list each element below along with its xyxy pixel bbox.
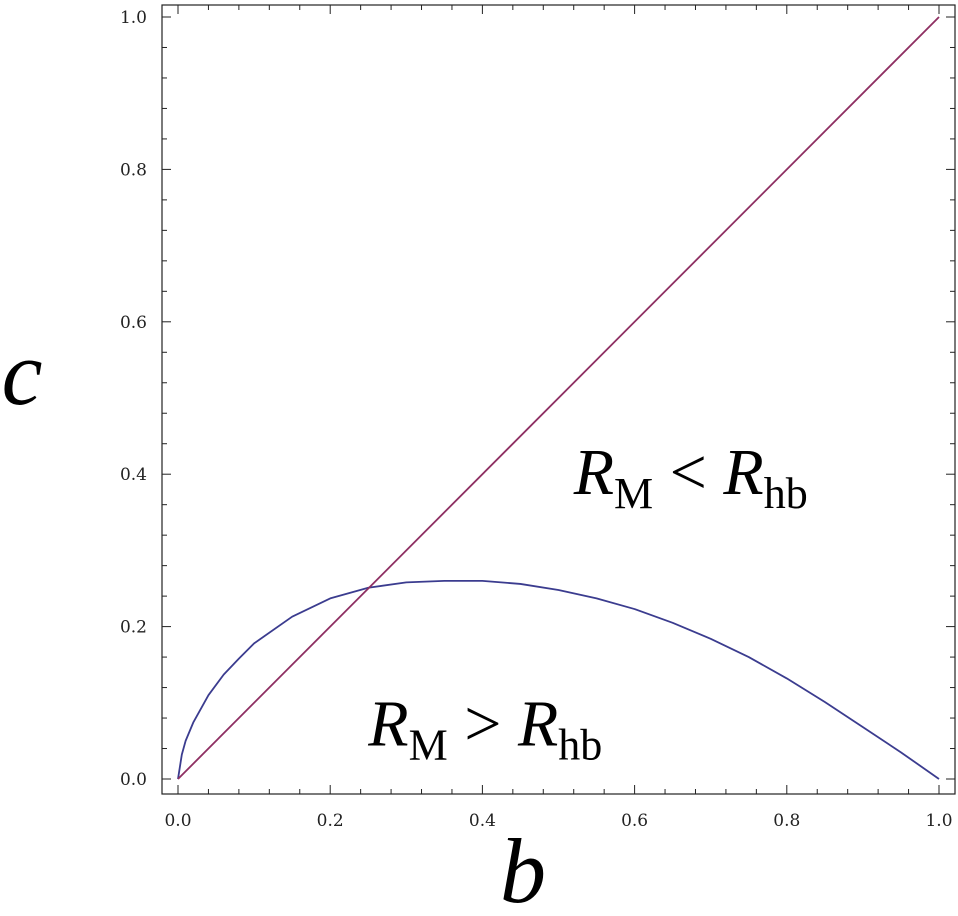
plot-frame (161, 4, 956, 795)
annotation-upper-region: RM < Rhb (573, 436, 808, 518)
x-tick-label: 0.0 (164, 811, 191, 831)
y-tick-label: 0.4 (120, 465, 147, 485)
y-axis-label: c (2, 322, 43, 424)
annotation-lower-region: RM > Rhb (367, 688, 602, 770)
y-tick-label: 0.8 (120, 160, 147, 180)
x-tick-label: 0.4 (469, 811, 496, 831)
x-tick-label: 0.2 (317, 811, 344, 831)
y-tick-label: 0.2 (120, 618, 147, 638)
tick-labels: 0.0 0.2 0.4 0.6 0.8 1.0 0.0 0.2 0.4 0.6 0.8 1.0 (120, 8, 953, 831)
series-group (177, 16, 940, 780)
y-tick-label: 0.6 (120, 313, 147, 333)
series-diagonal (177, 16, 940, 780)
x-tick-label: 0.8 (773, 811, 800, 831)
x-tick-label: 0.6 (621, 811, 648, 831)
annotations: RM < Rhb RM > Rhb (367, 436, 807, 769)
y-tick-label: 1.0 (120, 8, 147, 28)
ticks (162, 5, 955, 794)
y-tick-label: 0.0 (120, 770, 147, 790)
series-curve (177, 579, 940, 780)
x-axis-label: b (500, 820, 546, 916)
x-tick-label: 1.0 (925, 811, 952, 831)
